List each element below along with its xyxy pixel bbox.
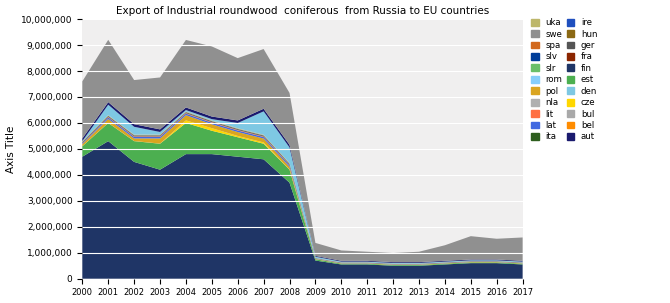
Y-axis label: Axis Title: Axis Title: [5, 125, 15, 173]
Legend: uka, swe, spa, slv, slr, rom, pol, nla, lit, lat, ita, ire, hun, ger, fra, fin, : uka, swe, spa, slv, slr, rom, pol, nla, …: [531, 18, 598, 141]
Title: Export of Industrial roundwood  coniferous  from Russia to EU countries: Export of Industrial roundwood coniferou…: [116, 5, 489, 15]
